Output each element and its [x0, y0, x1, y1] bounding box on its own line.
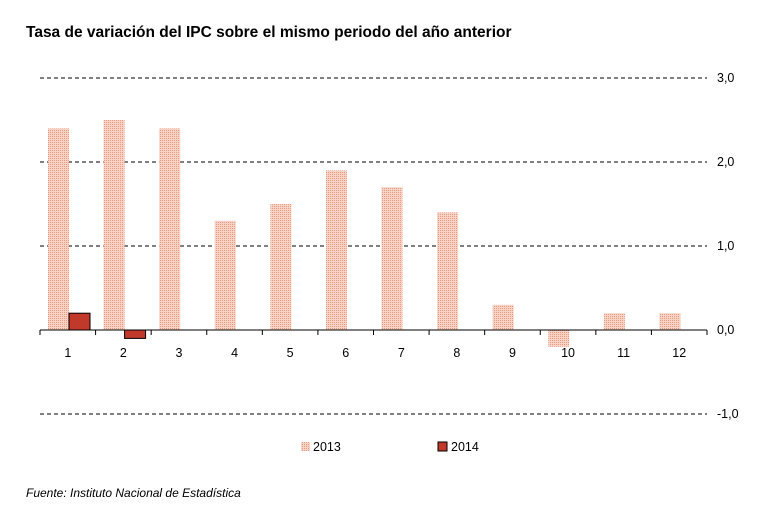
x-tick-label: 5 [287, 346, 294, 360]
legend-swatch-2014 [437, 441, 448, 452]
x-tick-label: 12 [672, 346, 686, 360]
bar-2013-7 [381, 187, 403, 330]
y-tick-label: -1,0 [717, 407, 739, 421]
y-tick-label: 3,0 [717, 71, 734, 85]
bars [48, 120, 681, 347]
y-tick-label: 0,0 [717, 323, 734, 337]
bar-2013-2 [103, 120, 125, 330]
chart-title: Tasa de variación del IPC sobre el mismo… [26, 24, 512, 41]
bar-2013-6 [325, 170, 347, 330]
legend: 2013 2014 [301, 440, 479, 454]
bar-2013-10 [548, 330, 570, 347]
bar-2014-2 [124, 329, 147, 339]
x-tick-label: 6 [342, 346, 349, 360]
bar-2013-9 [492, 304, 514, 330]
x-tick-label: 8 [453, 346, 460, 360]
axes: 3,02,01,00,0-1,01 2 3 4 5 6 7 8 9 10 11 12 [39, 71, 739, 421]
x-tick-label: 3 [175, 346, 182, 360]
x-tick-label: 1 [64, 346, 71, 360]
x-tick-label: 10 [561, 346, 575, 360]
bar-2013-11 [603, 313, 625, 330]
legend-label-2014: 2014 [451, 440, 479, 454]
bar-2013-5 [270, 204, 292, 330]
y-tick-label: 2,0 [717, 155, 734, 169]
bar-2013-3 [159, 128, 181, 330]
bar-2013-1 [48, 128, 69, 330]
x-tick-label: 4 [231, 346, 238, 360]
legend-label-2013: 2013 [313, 440, 341, 454]
x-tick-label: 9 [509, 346, 516, 360]
x-tick-label: 2 [120, 346, 127, 360]
gridlines [40, 77, 707, 415]
legend-swatch-2013 [301, 442, 310, 451]
bar-2014-1 [68, 312, 91, 331]
bar-2013-4 [214, 220, 236, 330]
source-note: Fuente: Instituto Nacional de Estadístic… [26, 486, 241, 500]
bar-2013-8 [437, 212, 459, 330]
x-tick-label: 11 [617, 346, 630, 360]
x-tick-label: 7 [398, 346, 405, 360]
y-tick-label: 1,0 [717, 239, 734, 253]
bar-2013-12 [659, 313, 681, 330]
